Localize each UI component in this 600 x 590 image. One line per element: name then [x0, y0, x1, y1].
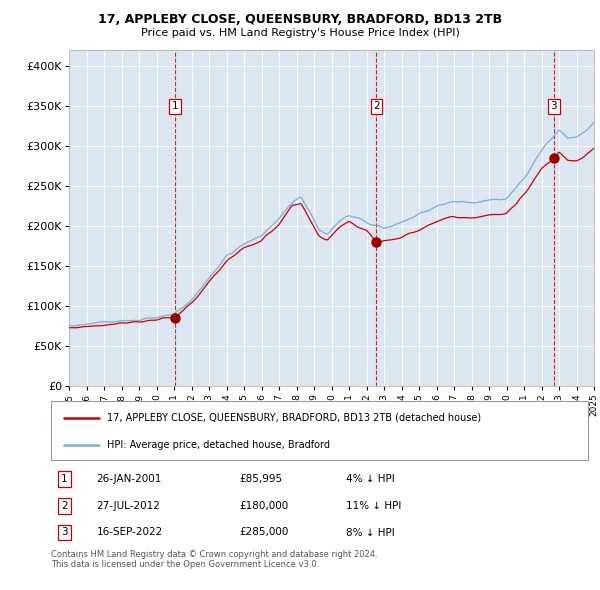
Text: 2: 2	[373, 101, 380, 111]
Text: £85,995: £85,995	[239, 474, 282, 484]
Text: HPI: Average price, detached house, Bradford: HPI: Average price, detached house, Brad…	[107, 441, 331, 450]
Text: 17, APPLEBY CLOSE, QUEENSBURY, BRADFORD, BD13 2TB (detached house): 17, APPLEBY CLOSE, QUEENSBURY, BRADFORD,…	[107, 413, 482, 422]
Text: 1: 1	[61, 474, 68, 484]
Text: 3: 3	[551, 101, 557, 111]
Text: 3: 3	[61, 527, 68, 537]
Text: 11% ↓ HPI: 11% ↓ HPI	[346, 501, 402, 511]
Text: 4% ↓ HPI: 4% ↓ HPI	[346, 474, 395, 484]
Text: 17, APPLEBY CLOSE, QUEENSBURY, BRADFORD, BD13 2TB: 17, APPLEBY CLOSE, QUEENSBURY, BRADFORD,…	[98, 13, 502, 26]
Text: Contains HM Land Registry data © Crown copyright and database right 2024.
This d: Contains HM Land Registry data © Crown c…	[51, 550, 377, 569]
Text: 1: 1	[172, 101, 179, 111]
Text: 26-JAN-2001: 26-JAN-2001	[97, 474, 162, 484]
Text: 2: 2	[61, 501, 68, 511]
Text: Price paid vs. HM Land Registry's House Price Index (HPI): Price paid vs. HM Land Registry's House …	[140, 28, 460, 38]
Text: £180,000: £180,000	[239, 501, 288, 511]
Text: 27-JUL-2012: 27-JUL-2012	[97, 501, 161, 511]
Text: 16-SEP-2022: 16-SEP-2022	[97, 527, 163, 537]
Text: £285,000: £285,000	[239, 527, 289, 537]
Text: 8% ↓ HPI: 8% ↓ HPI	[346, 527, 395, 537]
